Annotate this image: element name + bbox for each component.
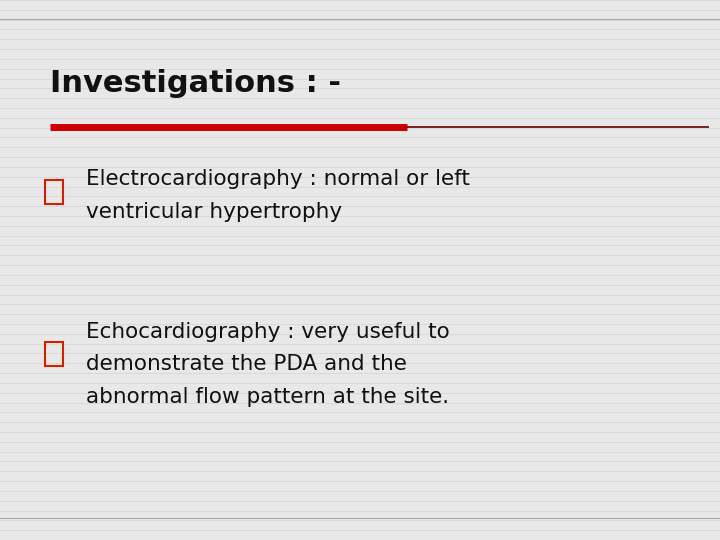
Text: Investigations : -: Investigations : - <box>50 69 341 98</box>
Text: abnormal flow pattern at the site.: abnormal flow pattern at the site. <box>86 387 449 407</box>
Text: ventricular hypertrophy: ventricular hypertrophy <box>86 201 343 222</box>
Text: demonstrate the PDA and the: demonstrate the PDA and the <box>86 354 408 375</box>
Text: Echocardiography : very useful to: Echocardiography : very useful to <box>86 322 450 342</box>
Text: Electrocardiography : normal or left: Electrocardiography : normal or left <box>86 169 470 190</box>
Bar <box>45 180 63 204</box>
Bar <box>45 342 63 366</box>
